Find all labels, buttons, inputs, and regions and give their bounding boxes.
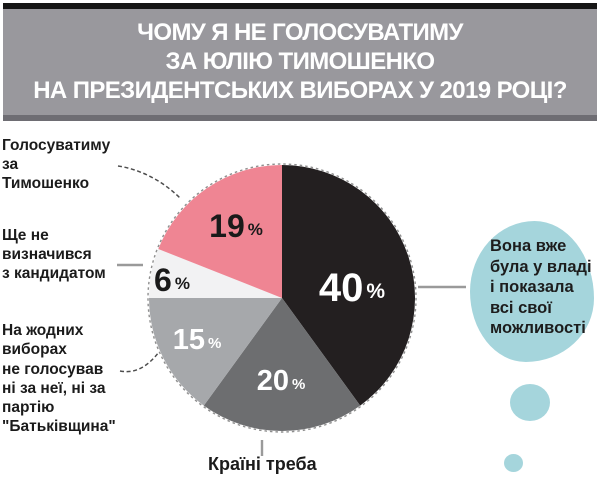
pie-label-6pct: 6% <box>154 262 190 298</box>
speech-bubble: Вона вже була у владі і показала всі сво… <box>470 221 594 362</box>
pie-slices <box>148 165 416 432</box>
label-country-needs: Країні треба <box>208 454 317 474</box>
pie-label-40pct: 40% <box>319 266 386 310</box>
pie-slice-15pct <box>149 298 282 406</box>
title-line-1: ЧОМУ Я НЕ ГОЛОСУВАТИМУ <box>137 19 463 46</box>
pie-label-19pct: 19% <box>209 208 263 244</box>
bubble-tail-dot-large <box>510 384 550 421</box>
title-line-3: НА ПРЕЗИДЕНТСЬКИХ ВИБОРАХ У 2019 РОЦІ? <box>33 77 567 104</box>
pie-percent-labels: 40 % 20 % 15 % 6 % 19% <box>154 208 385 397</box>
label-undecided-candidate: Ще не визначився з кандидатом <box>2 227 106 282</box>
pie-label-20pct: 20% <box>257 365 306 397</box>
pie-dotted-outline <box>147 163 417 433</box>
pie-slice-19pct <box>158 165 282 298</box>
leader-line-vote-for <box>117 165 182 200</box>
pie-slice-40pct <box>282 165 416 406</box>
title-banner: ЧОМУ Я НЕ ГОЛОСУВАТИМУ ЗА ЮЛІЮ ТИМОШЕНКО… <box>3 3 597 121</box>
pie-slice-6pct <box>148 249 282 298</box>
pie-slice-20pct <box>203 298 361 432</box>
label-never-voted: На жодних виборах не голосував ні за неї… <box>2 322 116 436</box>
bubble-tail-dot-small <box>504 454 523 472</box>
leader-line-never-voted <box>119 351 160 373</box>
speech-bubble-text: Вона вже була у владі і показала всі сво… <box>490 237 592 337</box>
pie-label-15pct: 15% <box>173 324 222 356</box>
label-vote-for-tymoshenko: Голосуватиму за Тимошенко <box>2 137 111 192</box>
title-line-2: ЗА ЮЛІЮ ТИМОШЕНКО <box>165 48 436 75</box>
